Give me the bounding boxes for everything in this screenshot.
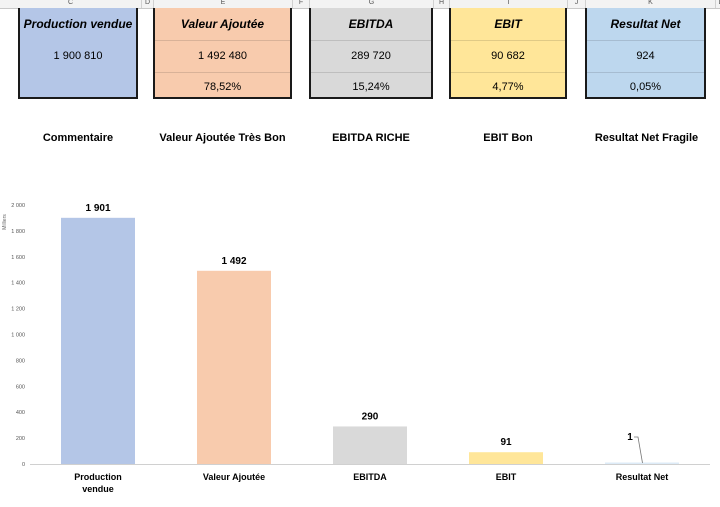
kpi-card-ebitda[interactable]: EBITDA 289 720 15,24% xyxy=(309,8,433,99)
y-tick-label: 0 xyxy=(22,462,25,468)
category-label: EBIT xyxy=(496,472,517,482)
kpi-title: EBIT xyxy=(494,17,522,31)
data-label: 1 492 xyxy=(221,256,246,267)
y-tick-label: 1 400 xyxy=(11,281,25,287)
cell-divider xyxy=(311,72,431,73)
y-tick-label: 600 xyxy=(16,384,25,390)
kpi-card-ebit[interactable]: EBIT 90 682 4,77% xyxy=(449,8,567,99)
y-tick-label: 2 000 xyxy=(11,203,25,209)
kpi-value: 1 492 480 xyxy=(198,50,247,62)
y-tick-label: 200 xyxy=(16,436,25,442)
data-label-leader xyxy=(634,436,643,464)
data-label: 1 901 xyxy=(85,203,110,214)
kpi-value: 289 720 xyxy=(351,50,391,62)
column-header-d[interactable]: D xyxy=(142,0,154,8)
kpi-title: Valeur Ajoutée xyxy=(180,17,265,31)
data-label: 1 xyxy=(627,432,633,443)
kpi-title: Production vendue xyxy=(23,17,133,31)
kpi-percent: 4,77% xyxy=(492,81,524,93)
data-label: 91 xyxy=(500,437,512,448)
bar-4[interactable] xyxy=(469,452,543,464)
y-tick-label: 1 600 xyxy=(11,255,25,261)
category-label: Valeur Ajoutée xyxy=(203,472,265,482)
y-tick-label: 400 xyxy=(16,410,25,416)
bar-5[interactable] xyxy=(605,462,679,465)
cell-divider xyxy=(451,72,565,73)
kpi-card-valeur-ajoutee[interactable]: Valeur Ajoutée 1 492 480 78,52% xyxy=(153,8,292,99)
y-axis-title: Milliers xyxy=(2,214,8,230)
cell-divider xyxy=(587,40,704,41)
column-header-j[interactable]: J xyxy=(568,0,586,8)
bar-2[interactable] xyxy=(197,270,271,464)
y-tick-label: 1 800 xyxy=(11,229,25,235)
column-header-e[interactable]: E xyxy=(154,0,293,8)
y-tick-label: 1 200 xyxy=(11,307,25,313)
column-header-l[interactable]: L xyxy=(716,0,720,8)
column-header-k[interactable]: K xyxy=(586,0,716,8)
bar-1[interactable] xyxy=(61,217,135,464)
category-label: Production xyxy=(74,472,122,482)
cell-divider xyxy=(311,40,431,41)
category-label: vendue xyxy=(82,484,114,494)
cell-divider xyxy=(587,72,704,73)
data-label: 290 xyxy=(362,411,379,422)
bar-chart[interactable]: Milliers 0 200 400 600 800 1 000 1 200 1 400 1 60… xyxy=(0,195,720,507)
comment-resultat-net[interactable]: Resultat Net Fragile xyxy=(594,132,699,144)
comment-ebit[interactable]: EBIT Bon xyxy=(483,132,533,144)
kpi-title: Resultat Net xyxy=(610,17,681,31)
comment-valeur-ajoutee[interactable]: Valeur Ajoutée Très Bon xyxy=(159,132,286,144)
kpi-card-production-vendue[interactable]: Production vendue 1 900 810 xyxy=(18,8,138,99)
cell-divider xyxy=(155,72,290,73)
column-header-g[interactable]: G xyxy=(310,0,434,8)
kpi-value: 1 900 810 xyxy=(53,50,103,62)
y-tick-label: 1 000 xyxy=(11,333,25,339)
kpi-value: 90 682 xyxy=(491,50,525,62)
comment-ebitda[interactable]: EBITDA RICHE xyxy=(332,132,410,144)
cell-divider xyxy=(451,40,565,41)
y-tick-label: 800 xyxy=(16,358,25,364)
comment-header[interactable]: Commentaire xyxy=(42,132,114,144)
kpi-percent: 15,24% xyxy=(352,81,390,93)
kpi-percent: 78,52% xyxy=(203,81,242,93)
kpi-title: EBITDA xyxy=(348,17,394,31)
kpi-card-resultat-net[interactable]: Resultat Net 924 0,05% xyxy=(585,8,706,99)
column-header-c[interactable]: C xyxy=(0,0,142,8)
bar-3[interactable] xyxy=(333,426,407,464)
column-header-i[interactable]: I xyxy=(450,0,568,8)
category-label: EBITDA xyxy=(353,472,387,482)
cell-divider xyxy=(155,40,290,41)
category-label: Resultat Net xyxy=(616,472,669,482)
kpi-percent: 0,05% xyxy=(629,81,662,93)
column-header-h[interactable]: H xyxy=(434,0,450,8)
column-header-f[interactable]: F xyxy=(293,0,310,8)
kpi-value: 924 xyxy=(636,50,655,62)
